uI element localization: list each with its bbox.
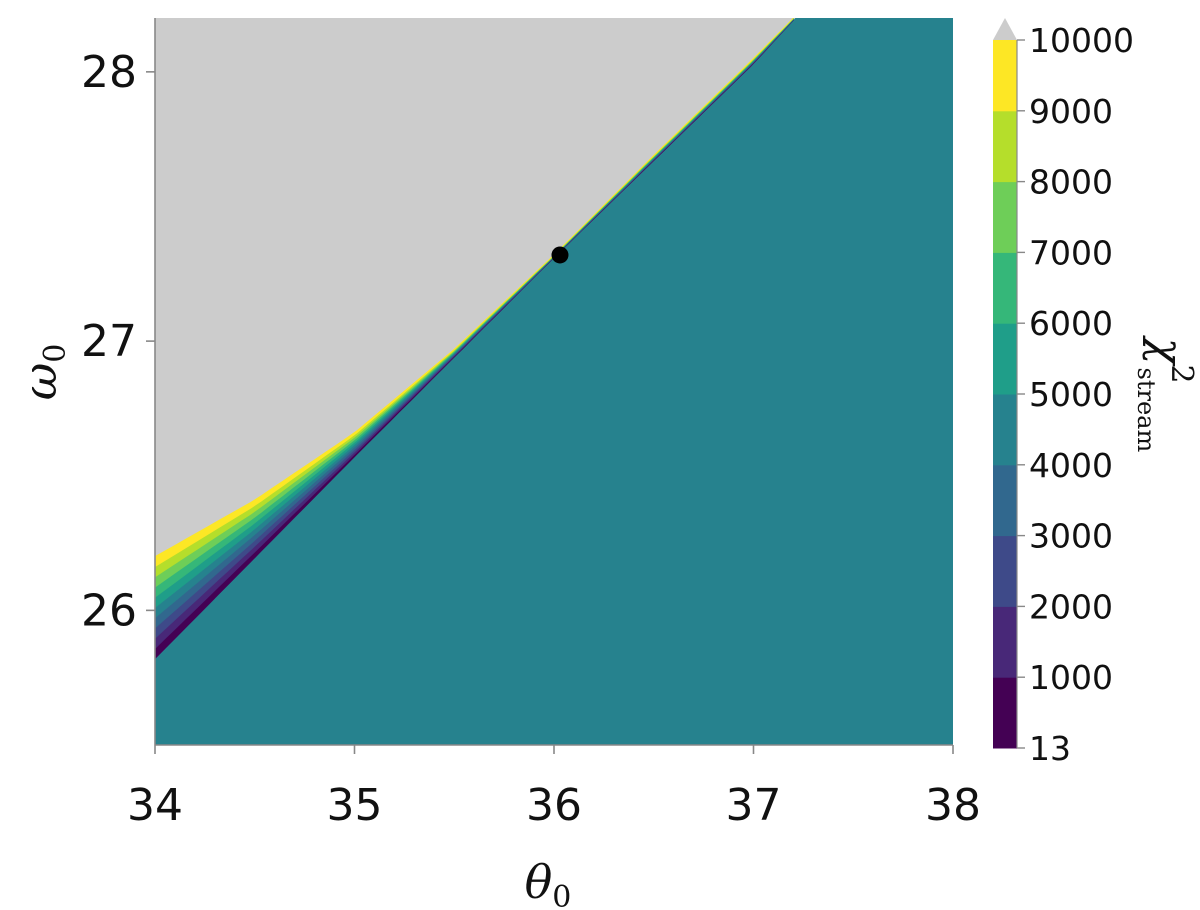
- colorbar-segment-4000: [993, 394, 1017, 466]
- colorbar-tick-label-8000: 8000: [1029, 163, 1113, 202]
- colorbar-tick-label-13: 13: [1029, 729, 1071, 768]
- contour-band-9000-10000: [155, 18, 794, 568]
- colorbar-segment-2000: [993, 535, 1017, 607]
- y-tick-label-26: 26: [81, 585, 137, 636]
- colorbar-segment-5000: [993, 323, 1017, 395]
- colorbar-label: χ2stream: [1132, 335, 1199, 453]
- colorbar-tick-label-2000: 2000: [1029, 587, 1113, 626]
- axis-labels: θ0 ω0 χ2stream: [13, 335, 1199, 910]
- colorbar-segment-1000: [993, 606, 1017, 678]
- x-tick-label-34: 34: [127, 780, 183, 831]
- x-tick-label-36: 36: [526, 780, 582, 831]
- colorbar-tick-label-6000: 6000: [1029, 304, 1113, 343]
- colorbar-segment-8000: [993, 110, 1017, 183]
- colorbar-segment-3000: [993, 464, 1017, 537]
- colorbar-tick-label-9000: 9000: [1029, 92, 1113, 131]
- colorbar-label-subscript: stream: [1132, 368, 1160, 453]
- colorbar-tick-label-7000: 7000: [1029, 233, 1113, 272]
- colorbar-extend-max: [993, 18, 1017, 40]
- x-axis-label-subscript: 0: [552, 880, 571, 910]
- y-axis-label: ω0: [13, 344, 73, 401]
- y-axis-label-symbol: ω: [13, 363, 67, 401]
- colorbar-tick-label-4000: 4000: [1029, 446, 1113, 485]
- colorbar: 13 1000 2000 3000 4000 5000 6000 7000 8000 9000 10…: [993, 18, 1134, 768]
- x-tick-label-38: 38: [925, 780, 981, 831]
- plateau-region: [155, 18, 953, 745]
- colorbar-label-superscript: 2: [1164, 364, 1199, 383]
- colorbar-tick-label-1000: 1000: [1029, 658, 1113, 697]
- axes: 34 35 36 37 38 26 27 28: [81, 18, 981, 831]
- colorbar-segment-9000: [993, 40, 1017, 112]
- x-tick-label-37: 37: [726, 780, 782, 831]
- x-axis-label: θ0: [525, 855, 572, 910]
- colorbar-tick-label-10000: 10000: [1029, 21, 1134, 60]
- best-fit-point: [551, 246, 569, 264]
- plot-area: [155, 18, 953, 745]
- x-axis-label-symbol: θ: [525, 855, 553, 909]
- colorbar-tick-label-5000: 5000: [1029, 375, 1113, 414]
- y-axis-label-subscript: 0: [38, 344, 73, 363]
- colorbar-label-symbol: χ: [1141, 335, 1192, 367]
- colorbar-tick-label-3000: 3000: [1029, 517, 1113, 556]
- colorbar-segment-6000: [993, 252, 1017, 324]
- colorbar-segment-7000: [993, 181, 1017, 253]
- x-tick-label-35: 35: [327, 780, 383, 831]
- colorbar-segment-13: [993, 677, 1017, 749]
- y-tick-label-28: 28: [81, 47, 137, 98]
- y-tick-label-27: 27: [81, 316, 137, 367]
